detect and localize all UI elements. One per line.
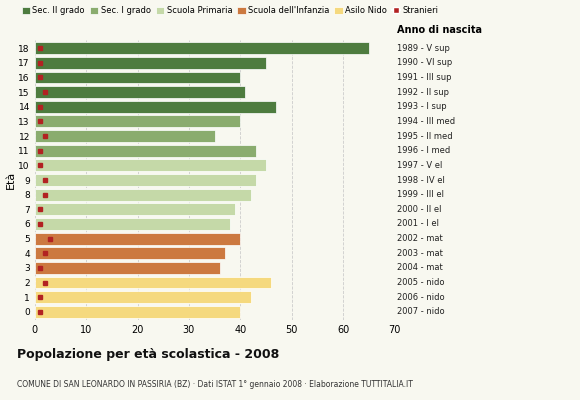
Text: 1989 - V sup: 1989 - V sup (397, 44, 450, 52)
Text: 2004 - mat: 2004 - mat (397, 264, 443, 272)
Text: 2002 - mat: 2002 - mat (397, 234, 443, 243)
Text: 1993 - I sup: 1993 - I sup (397, 102, 447, 111)
Bar (35, 292, 251, 303)
Legend: Sec. II grado, Sec. I grado, Scuola Primaria, Scuola dell'Infanzia, Asilo Nido, : Sec. II grado, Sec. I grado, Scuola Prim… (21, 6, 439, 15)
Text: 1994 - III med: 1994 - III med (397, 117, 455, 126)
Bar (35, 306, 240, 318)
Bar (35, 277, 271, 288)
Bar (35, 116, 240, 127)
Text: COMUNE DI SAN LEONARDO IN PASSIRIA (BZ) · Dati ISTAT 1° gennaio 2008 · Elaborazi: COMUNE DI SAN LEONARDO IN PASSIRIA (BZ) … (17, 380, 414, 389)
Bar (35, 72, 240, 83)
Bar (35, 204, 235, 215)
Text: 1990 - VI sup: 1990 - VI sup (397, 58, 452, 67)
Bar (35, 218, 230, 230)
Bar (35, 248, 225, 259)
Text: 2001 - I el: 2001 - I el (397, 220, 439, 228)
Text: 2005 - nido: 2005 - nido (397, 278, 445, 287)
Text: 1996 - I med: 1996 - I med (397, 146, 451, 155)
Bar (35, 130, 215, 142)
Text: Anno di nascita: Anno di nascita (397, 25, 483, 35)
Bar (35, 101, 276, 112)
Bar (35, 145, 256, 156)
Bar (35, 42, 369, 54)
Text: 1995 - II med: 1995 - II med (397, 132, 453, 140)
Text: 2007 - nido: 2007 - nido (397, 308, 445, 316)
Text: 1992 - II sup: 1992 - II sup (397, 88, 450, 96)
Bar (35, 174, 256, 186)
Bar (35, 86, 245, 98)
Text: 2003 - mat: 2003 - mat (397, 249, 443, 258)
Text: 1997 - V el: 1997 - V el (397, 161, 443, 170)
Text: 2006 - nido: 2006 - nido (397, 293, 445, 302)
Text: 2000 - II el: 2000 - II el (397, 205, 442, 214)
Text: 1998 - IV el: 1998 - IV el (397, 176, 445, 184)
Y-axis label: Età: Età (6, 171, 16, 189)
Text: Popolazione per età scolastica - 2008: Popolazione per età scolastica - 2008 (17, 348, 280, 361)
Text: 1999 - III el: 1999 - III el (397, 190, 444, 199)
Bar (35, 262, 220, 274)
Bar (35, 189, 251, 200)
Bar (35, 160, 266, 171)
Bar (35, 233, 240, 244)
Text: 1991 - III sup: 1991 - III sup (397, 73, 452, 82)
Bar (35, 57, 266, 68)
